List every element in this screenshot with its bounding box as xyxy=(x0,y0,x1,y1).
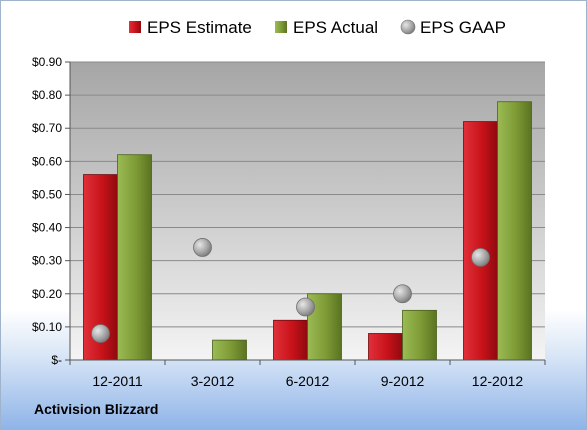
bar-eps-estimate xyxy=(463,121,498,361)
y-tick-label: $0.70 xyxy=(32,121,62,135)
company-label: Activision Blizzard xyxy=(34,401,159,417)
legend-label: EPS GAAP xyxy=(420,18,506,37)
y-tick-label: $0.60 xyxy=(32,154,62,168)
point-eps-gaap xyxy=(91,324,110,343)
y-tick-label: $0.20 xyxy=(32,287,62,301)
y-tick-label: $0.30 xyxy=(32,254,62,268)
legend-label: EPS Actual xyxy=(293,18,378,37)
x-tick-label: 12-2011 xyxy=(92,373,143,389)
y-tick-label: $0.90 xyxy=(32,55,62,69)
legend-label: EPS Estimate xyxy=(147,18,252,37)
x-tick-label: 12-2012 xyxy=(472,373,524,389)
point-eps-gaap xyxy=(296,297,315,317)
point-eps-gaap xyxy=(193,238,212,257)
legend-swatch xyxy=(400,19,416,35)
point-eps-gaap xyxy=(471,247,490,267)
legend: EPS Estimate EPS Actual EPS GAAP xyxy=(129,18,506,37)
bar-eps-estimate xyxy=(368,333,403,361)
bar-eps-actual xyxy=(212,339,247,361)
legend-swatch xyxy=(129,21,141,33)
gaap-points xyxy=(91,238,490,343)
bar-eps-actual xyxy=(402,309,437,361)
y-tick-label: $0.10 xyxy=(32,320,62,334)
legend-swatch xyxy=(275,21,287,33)
point-eps-gaap xyxy=(393,284,412,304)
x-tick-label: 6-2012 xyxy=(286,373,330,389)
y-tick-label: $- xyxy=(51,353,62,367)
y-axis: $- $0.10 $0.20 $0.30 $0.40 $0.50 $0.60 $0.70 $0.… xyxy=(32,55,71,367)
bar-eps-actual xyxy=(117,154,152,361)
bar-eps-actual xyxy=(497,101,532,361)
x-tick-label: 9-2012 xyxy=(381,373,425,389)
x-axis: 12-2011 3-2012 6-2012 9-2012 12-2012 xyxy=(69,359,546,389)
y-tick-label: $0.80 xyxy=(32,88,62,102)
y-tick-label: $0.40 xyxy=(32,221,62,235)
x-tick-label: 3-2012 xyxy=(191,373,235,389)
bar-eps-estimate xyxy=(273,319,308,361)
y-tick-label: $0.50 xyxy=(32,187,62,201)
